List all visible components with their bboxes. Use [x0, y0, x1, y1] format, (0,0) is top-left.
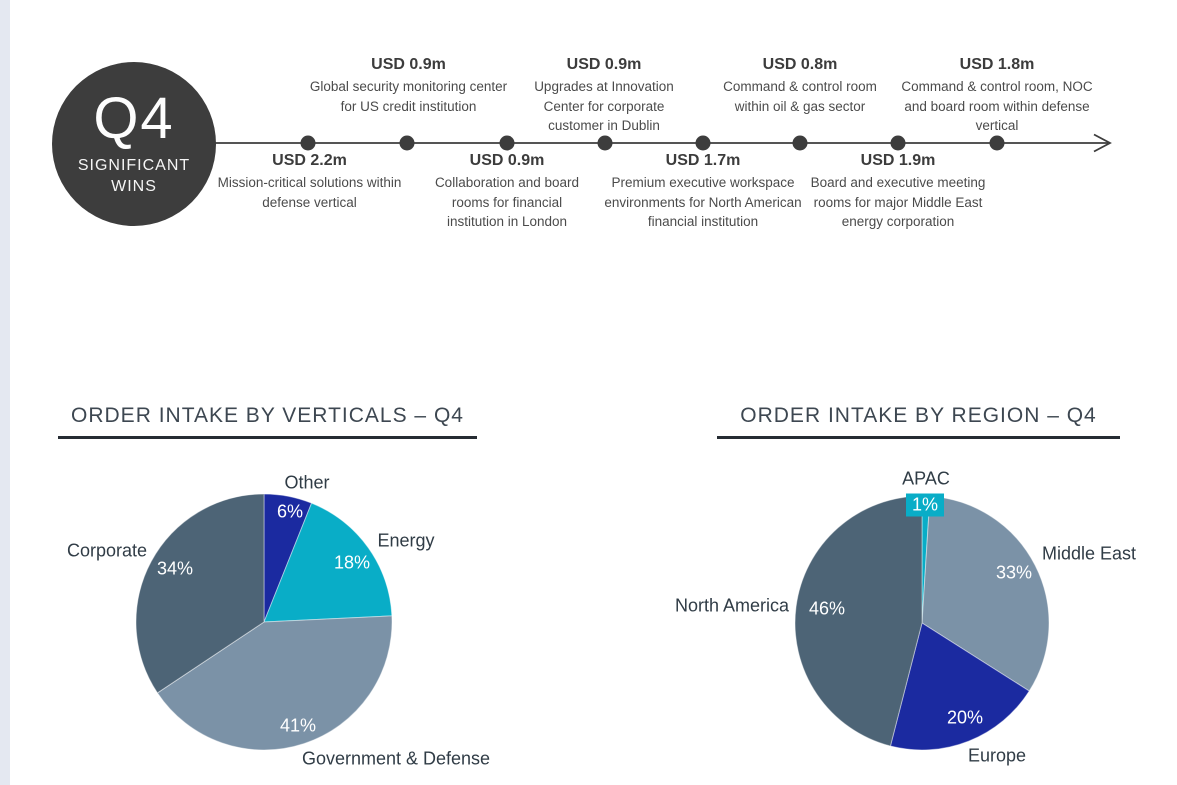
region-title-underline	[717, 436, 1120, 439]
pie-slice-government-defense	[156, 615, 393, 751]
milestone-top-3: USD 0.8m Command & control room within o…	[705, 56, 895, 116]
timeline-dot-5	[695, 135, 711, 151]
slice-label-other: Other	[284, 472, 330, 493]
slice-label-corporate: Corporate	[66, 540, 148, 561]
slice-pct-other: 6%	[276, 501, 304, 522]
quarter-label: Q4	[93, 86, 175, 152]
milestone-amount: USD 0.8m	[762, 56, 838, 73]
slice-label-apac: APAC	[902, 468, 950, 489]
pie-slice-middle-east	[921, 495, 1050, 692]
verticals-title-underline	[58, 436, 477, 439]
slice-pct-government-defense: 41%	[279, 715, 317, 736]
timeline-dot-7	[890, 135, 906, 151]
milestone-description: Mission-critical solutions within defens…	[217, 175, 402, 210]
slice-pct-europe: 20%	[946, 707, 984, 728]
verticals-chart-title: ORDER INTAKE BY VERTICALS – Q4	[71, 404, 464, 427]
milestone-description: Command & control room within oil & gas …	[723, 79, 877, 114]
milestone-amount: USD 1.8m	[959, 56, 1035, 73]
slice-label-europe: Europe	[967, 745, 1027, 766]
milestone-top-1: USD 0.9m Global security monitoring cent…	[306, 56, 511, 116]
timeline-dot-6	[792, 135, 808, 151]
slice-label-north-america: North America	[674, 595, 790, 616]
slice-pct-energy: 18%	[333, 552, 371, 573]
timeline-dot-2	[399, 135, 415, 151]
timeline-axis	[215, 133, 1112, 153]
pie-slice-corporate	[135, 493, 265, 694]
milestone-bottom-3: USD 1.7m Premium executive workspace env…	[603, 152, 803, 232]
milestone-amount: USD 0.9m	[566, 56, 642, 73]
milestone-description: Collaboration and board rooms for financ…	[434, 175, 580, 230]
region-chart-title: ORDER INTAKE BY REGION – Q4	[740, 404, 1097, 427]
milestone-bottom-1: USD 2.2m Mission-critical solutions with…	[212, 152, 407, 212]
milestone-amount: USD 2.2m	[272, 152, 347, 169]
milestone-description: Upgrades at Innovation Center for corpor…	[534, 79, 674, 134]
slice-pct-apac: 1%	[905, 493, 945, 517]
slice-pct-middle-east: 33%	[995, 562, 1033, 583]
milestone-description: Board and executive meeting rooms for ma…	[810, 175, 986, 230]
milestone-bottom-4: USD 1.9m Board and executive meeting roo…	[808, 152, 988, 232]
slice-pct-north-america: 46%	[808, 598, 846, 619]
pie-slice-north-america	[794, 495, 923, 747]
slice-label-government-defense: Government & Defense	[301, 748, 491, 769]
milestone-amount: USD 0.9m	[371, 56, 446, 73]
badge-subtitle: SIGNIFICANT WINS	[77, 157, 191, 195]
pie-slice-energy	[263, 502, 393, 623]
timeline-dot-4	[597, 135, 613, 151]
pie-slice-europe	[889, 622, 1030, 751]
milestone-description: Command & control room, NOC and board ro…	[901, 79, 1093, 134]
timeline-dot-1	[300, 135, 316, 151]
milestone-amount: USD 0.9m	[469, 152, 545, 169]
verticals-pie-chart	[135, 493, 393, 751]
milestone-bottom-2: USD 0.9m Collaboration and board rooms f…	[422, 152, 592, 232]
milestone-amount: USD 1.7m	[665, 152, 741, 169]
pie-slice-other	[263, 493, 313, 623]
slide-left-margin-strip	[0, 0, 10, 785]
slice-label-energy: Energy	[377, 530, 435, 551]
slice-label-middle-east: Middle East	[1041, 543, 1137, 564]
milestone-description: Premium executive workspace environments…	[604, 175, 802, 230]
milestone-top-2: USD 0.9m Upgrades at Innovation Center f…	[519, 56, 689, 136]
milestone-amount: USD 1.9m	[860, 152, 936, 169]
timeline-dot-8	[989, 135, 1005, 151]
timeline-arrowhead-icon	[1093, 133, 1112, 153]
region-pie-chart	[794, 495, 1050, 751]
slice-pct-corporate: 34%	[156, 558, 194, 579]
milestone-top-4: USD 1.8m Command & control room, NOC and…	[897, 56, 1097, 136]
timeline-dot-3	[499, 135, 515, 151]
milestone-description: Global security monitoring center for US…	[309, 79, 508, 114]
q4-significant-wins-badge: Q4 SIGNIFICANT WINS	[52, 62, 216, 226]
